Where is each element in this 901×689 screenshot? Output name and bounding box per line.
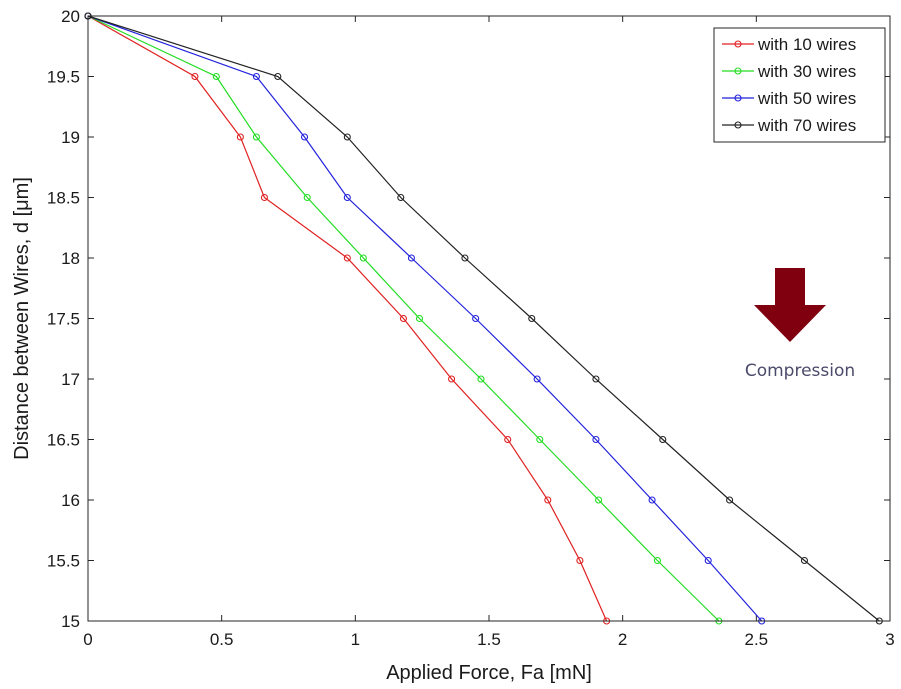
data-point [528, 314, 536, 323]
data-point [343, 193, 351, 202]
data-point [274, 72, 282, 81]
series-line [87, 15, 763, 622]
data-point [536, 435, 544, 444]
data-point [343, 254, 351, 262]
x-tick-label: 1 [351, 630, 360, 649]
data-point [472, 314, 480, 323]
x-tick-label: 0.5 [210, 630, 234, 649]
data-point [252, 133, 260, 141]
series-3 [84, 12, 766, 625]
legend-entry: with 50 wires [722, 89, 856, 108]
legend-swatch-marker [734, 94, 742, 102]
x-tick-label: 3 [885, 630, 894, 649]
data-point [648, 496, 656, 504]
data-point [359, 254, 367, 262]
legend-swatch-marker [734, 40, 742, 48]
data-point [704, 556, 712, 565]
series-layer [84, 12, 883, 625]
y-tick-label: 19.5 [47, 68, 80, 87]
x-tick-label: 0 [83, 630, 92, 649]
legend-label: with 50 wires [757, 89, 856, 108]
data-point [477, 375, 485, 383]
data-point [397, 193, 405, 202]
series-line [87, 15, 880, 622]
legend-label: with 70 wires [757, 116, 856, 135]
data-point [461, 254, 469, 262]
data-point [260, 193, 268, 202]
legend-entry: with 70 wires [722, 116, 856, 135]
series-line [87, 15, 608, 622]
x-tick-label: 1.5 [477, 630, 501, 649]
legend-entry: with 30 wires [722, 62, 856, 81]
x-axis-label: Applied Force, Fa [mN] [386, 662, 592, 684]
data-point [595, 496, 603, 504]
data-point [726, 496, 734, 504]
y-tick-label: 18.5 [47, 189, 80, 208]
y-tick-label: 16 [61, 491, 80, 510]
y-axis-label: Distance between Wires, d [μm] [11, 177, 33, 460]
x-tick-label: 2.5 [745, 630, 769, 649]
data-point [191, 72, 199, 81]
data-point [399, 314, 408, 323]
compression-annotation: Compression [745, 268, 855, 381]
data-point [576, 556, 584, 565]
series-2 [84, 12, 723, 625]
legend-label: with 10 wires [757, 35, 856, 54]
down-arrow-icon [754, 268, 826, 342]
y-tick-label: 17 [61, 370, 80, 389]
y-tick-label: 15 [61, 612, 80, 631]
series-1 [84, 12, 611, 625]
data-point [407, 254, 416, 262]
y-tick-label: 15.5 [47, 552, 80, 571]
legend-swatch-marker [734, 121, 742, 129]
compression-label: Compression [745, 361, 855, 381]
y-tick-label: 16.5 [47, 431, 80, 450]
data-point [448, 375, 456, 383]
legend: with 10 wires with 30 wires with 50 wires w… [713, 27, 886, 143]
legend-box [713, 27, 886, 143]
data-point [504, 435, 512, 444]
tick-layer: 0 0.5 1 1.5 2 2.5 3 15 15.5 16 16.5 17 17.5 18 18.5 19 1… [47, 7, 895, 649]
data-point [252, 72, 260, 81]
data-point [659, 435, 667, 444]
data-point [343, 133, 351, 141]
data-point [800, 556, 809, 565]
y-tick-label: 19 [61, 128, 80, 147]
x-tick-label: 2 [618, 630, 627, 649]
data-point [533, 375, 541, 383]
legend-entry: with 10 wires [722, 35, 856, 54]
data-point [653, 556, 661, 565]
legend-label: with 30 wires [757, 62, 856, 81]
data-point [212, 72, 220, 81]
data-point [544, 496, 552, 504]
legend-swatch-marker [734, 67, 742, 75]
y-tick-label: 18 [61, 249, 80, 268]
series-line [87, 15, 720, 622]
y-tick-label: 20 [61, 7, 80, 26]
data-point [303, 193, 311, 202]
data-point [592, 435, 600, 444]
plot-frame [87, 15, 891, 622]
data-point [300, 133, 309, 141]
data-point [592, 375, 600, 383]
data-point [415, 314, 424, 323]
data-point [236, 133, 244, 141]
y-tick-label: 17.5 [47, 310, 80, 329]
